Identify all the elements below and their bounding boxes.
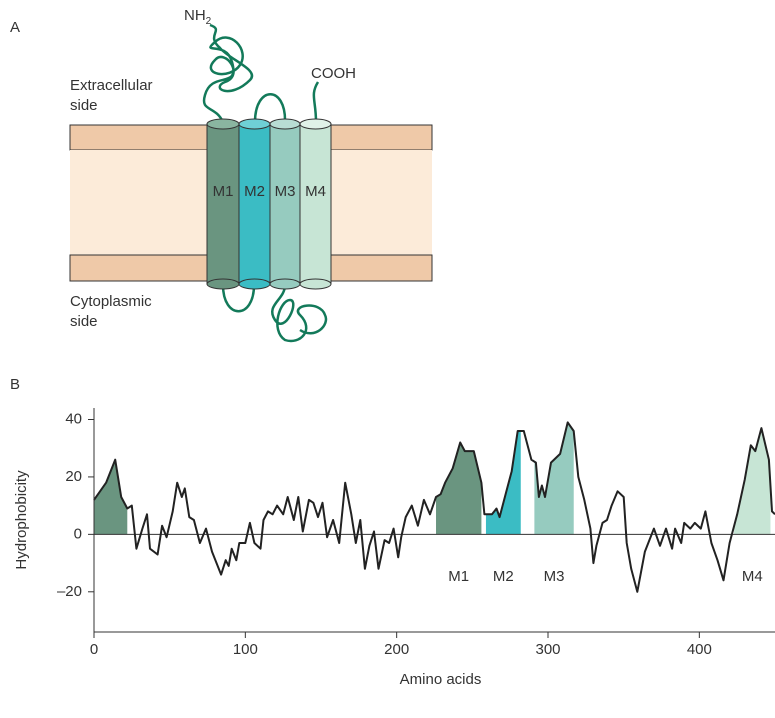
- helix-label: M2: [244, 183, 265, 200]
- hydrophobicity-line: [93, 421, 775, 593]
- x-tick-label: 100: [233, 641, 258, 658]
- region-label: M2: [493, 568, 514, 585]
- nh2-label: NH2: [184, 7, 212, 27]
- y-tick-label: 0: [74, 525, 82, 542]
- hydrophobic-region: [734, 428, 771, 535]
- panel-label: B: [10, 376, 20, 393]
- cooh-label: COOH: [311, 65, 356, 82]
- helix-label: M4: [305, 183, 326, 200]
- panel-label: A: [10, 19, 20, 36]
- helix-label: M3: [275, 183, 296, 200]
- y-tick-label: 20: [65, 468, 82, 485]
- loops: [202, 23, 328, 343]
- side-label: side: [70, 97, 98, 114]
- side-label: side: [70, 313, 98, 330]
- nh2-main: NH: [184, 7, 206, 24]
- y-axis-label: Hydrophobicity: [13, 470, 30, 570]
- x-tick-label: 400: [687, 641, 712, 658]
- hydrophobic-region: [436, 442, 482, 535]
- helix-label: M1: [213, 183, 234, 200]
- x-axis-label: Amino acids: [400, 671, 482, 688]
- x-tick-label: 0: [90, 641, 98, 658]
- region-label: M4: [742, 568, 763, 585]
- side-label: Extracellular: [70, 77, 153, 94]
- region-label: M3: [544, 568, 565, 585]
- side-label: Cytoplasmic: [70, 293, 152, 310]
- hydrophobic-region: [534, 422, 574, 535]
- region-label: M1: [448, 568, 469, 585]
- nh2-sub: 2: [206, 16, 212, 27]
- x-tick-label: 200: [384, 641, 409, 658]
- hydrophobic-region: [485, 431, 521, 535]
- y-tick-label: 40: [65, 410, 82, 427]
- hydrophobic-region: [94, 459, 128, 535]
- x-tick-label: 300: [535, 641, 560, 658]
- y-tick-label: –20: [57, 583, 82, 600]
- helices: [206, 118, 332, 290]
